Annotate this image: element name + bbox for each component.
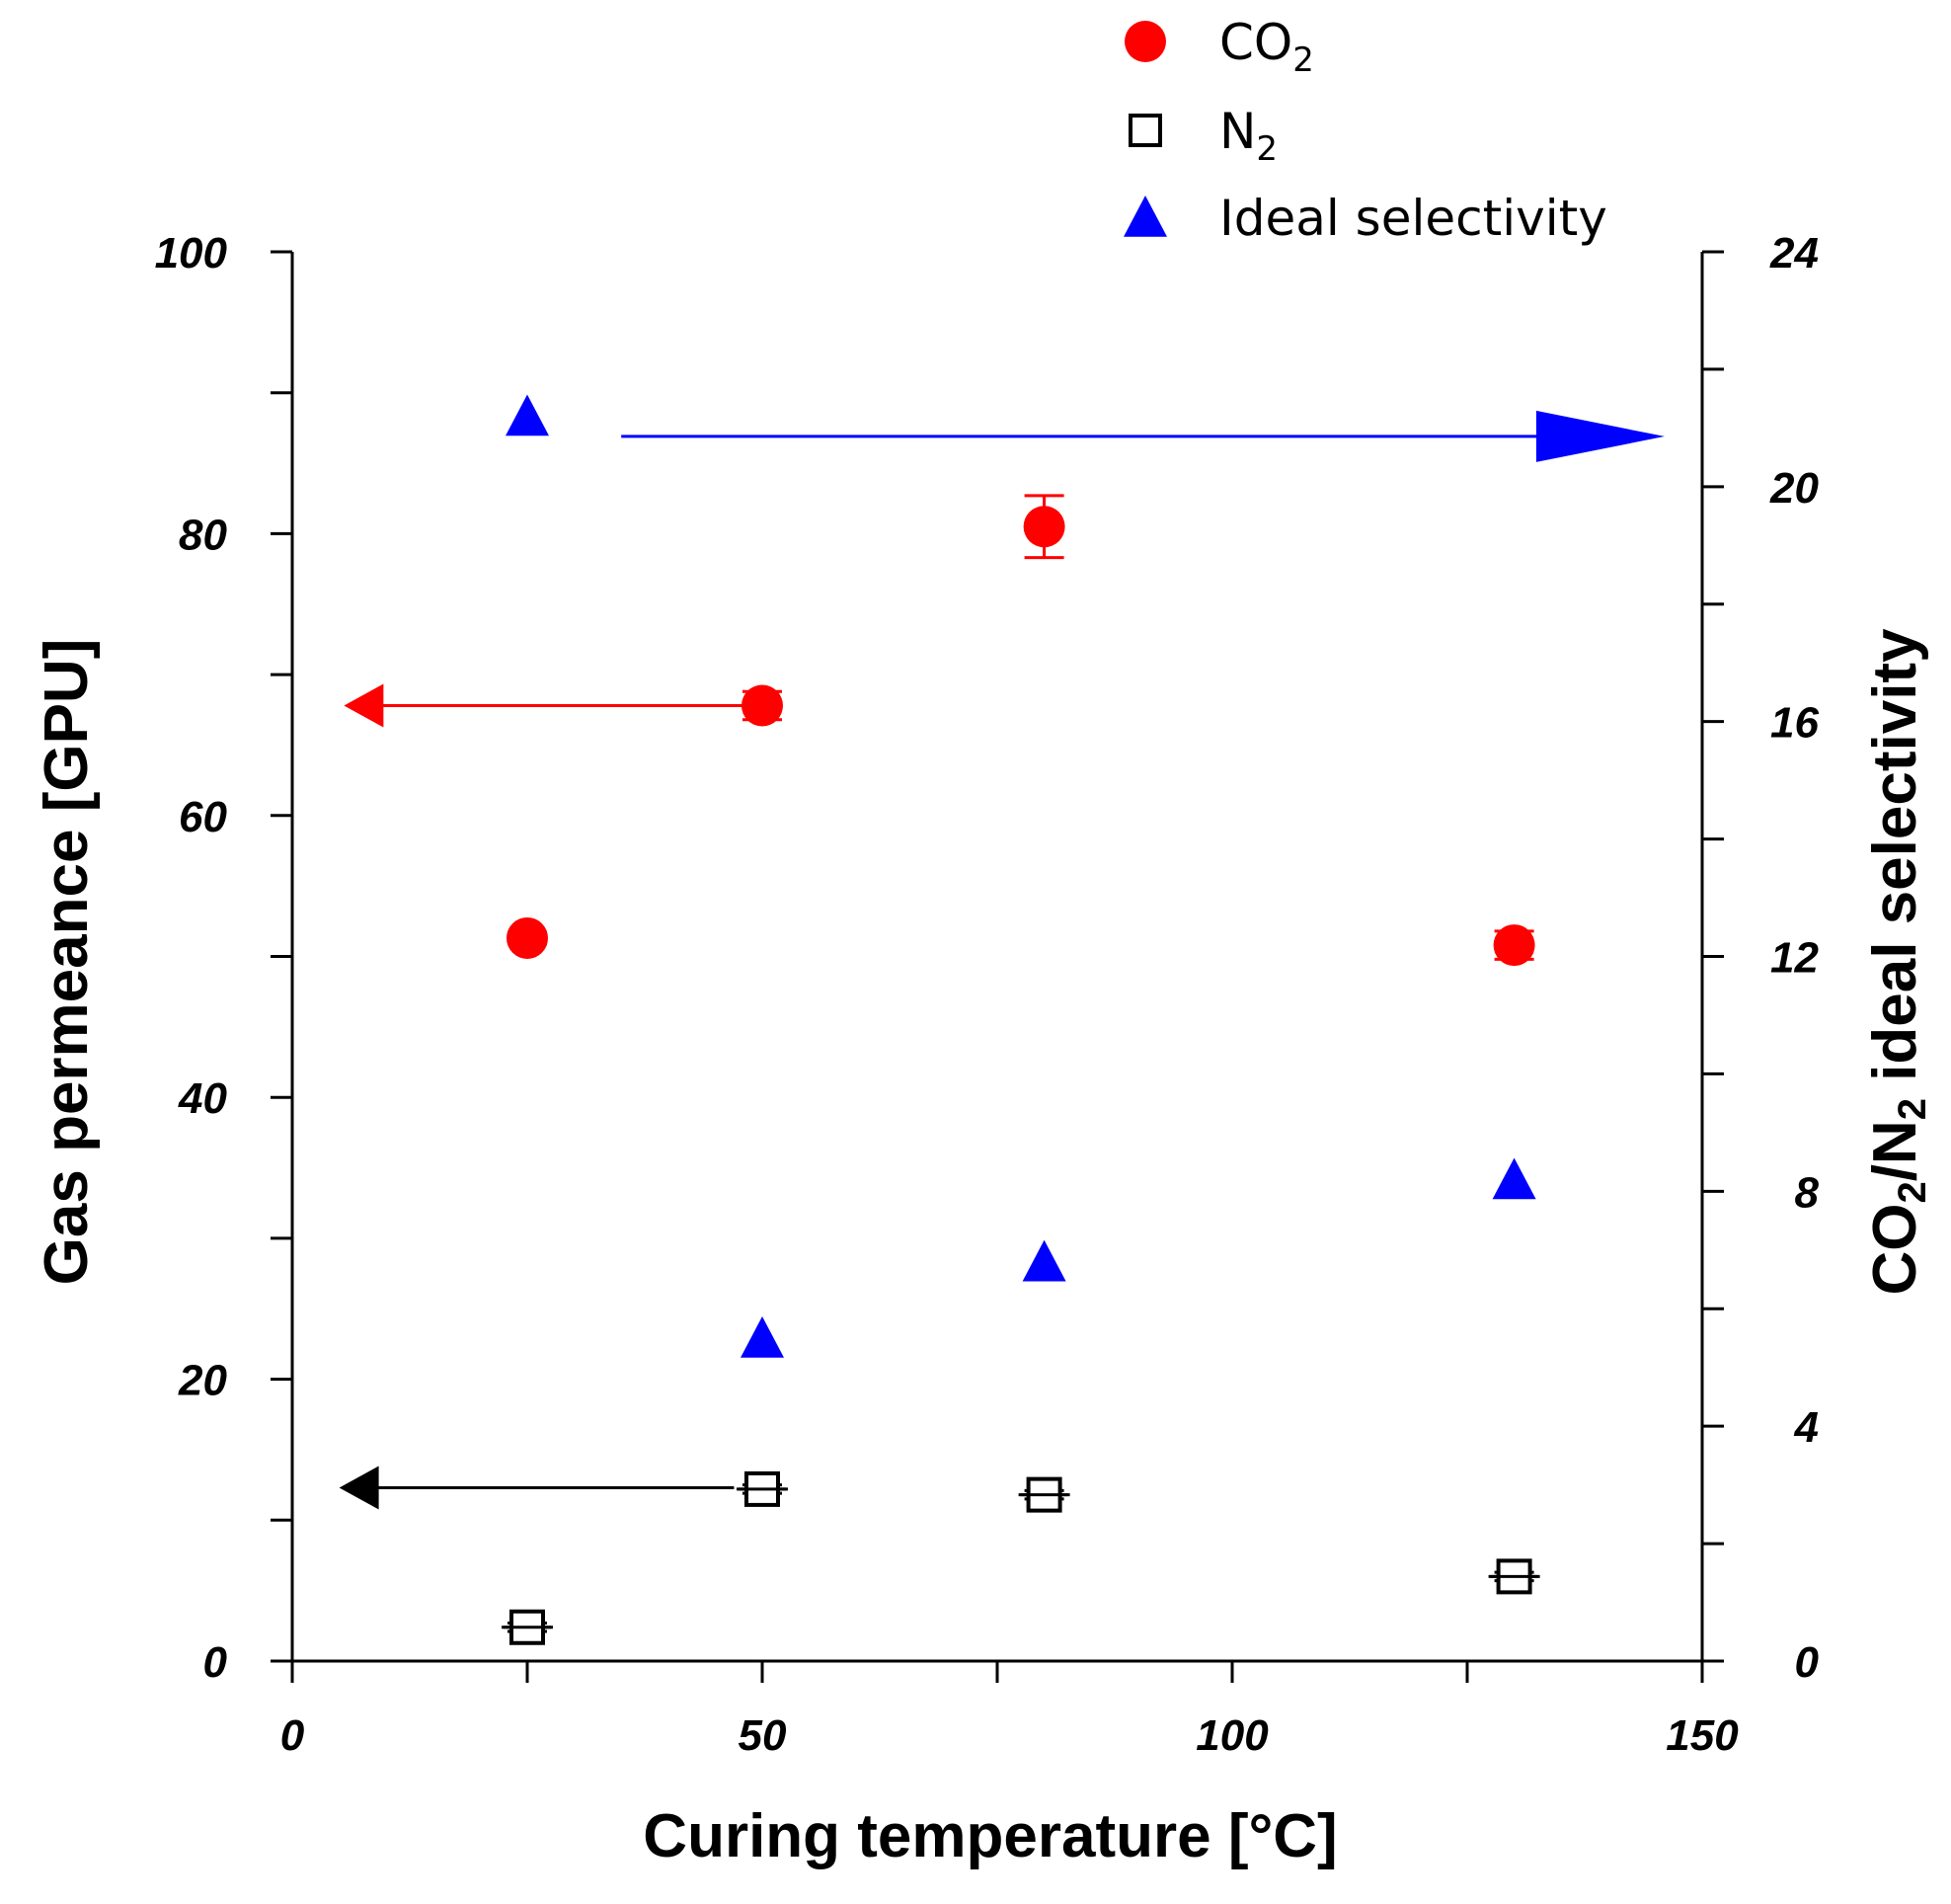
data-point-triangle: [1492, 1157, 1536, 1200]
legend: CO2 N2 Ideal selectivity: [1124, 14, 1607, 247]
data-point-circle: [741, 684, 783, 727]
data-marks: [502, 394, 1540, 1645]
y-left-tick-label: 80: [179, 511, 227, 559]
x-tick-label: 100: [1196, 1711, 1269, 1760]
y-right-tick-label: 4: [1794, 1403, 1819, 1452]
legend-marker-circle: [1125, 21, 1166, 62]
legend-marker-square: [1129, 114, 1162, 147]
y-right-tick-label: 24: [1769, 229, 1819, 278]
y-left-tick-label: 100: [155, 229, 228, 278]
y-axis-right-title: CO2/N2 ideal selectivity: [1861, 628, 1934, 1296]
y-right-tick-label: 12: [1770, 934, 1819, 983]
axes: 0 50 100 150 0 20 40 60 80 100 0 4 8 12 16 20 24: [155, 229, 1820, 1760]
y-left-tick-label: 40: [178, 1074, 227, 1123]
data-point-triangle: [741, 1315, 784, 1358]
data-point-triangle: [506, 394, 549, 436]
data-point-triangle: [1022, 1239, 1066, 1282]
data-point-circle: [507, 916, 548, 959]
x-tick-label: 0: [280, 1711, 305, 1760]
annotation-arrow-head: [339, 1466, 379, 1510]
y-right-tick-label: 0: [1795, 1638, 1820, 1687]
legend-label: Ideal selectivity: [1219, 190, 1607, 247]
data-point-circle: [1023, 506, 1065, 548]
y-left-tick-label: 60: [179, 793, 227, 841]
data-point-circle: [1493, 924, 1535, 967]
legend-label: CO2: [1219, 14, 1314, 80]
x-tick-label: 50: [739, 1711, 787, 1760]
annotation-arrow-head: [344, 683, 384, 728]
annotation-arrows: [339, 410, 1665, 1510]
annotation-arrow-head: [1535, 410, 1665, 462]
legend-label: N2: [1219, 103, 1278, 169]
y-left-tick-label: 0: [203, 1638, 228, 1687]
y-axis-left-title: Gas permeance [GPU]: [33, 639, 101, 1286]
y-left-tick-label: 20: [178, 1357, 227, 1405]
y-right-tick-label: 20: [1769, 464, 1819, 513]
x-tick-label: 150: [1666, 1711, 1739, 1760]
y-right-tick-label: 8: [1795, 1168, 1820, 1217]
y-right-tick-label: 16: [1770, 699, 1819, 748]
legend-marker-triangle: [1124, 196, 1167, 237]
x-axis-title: Curing temperature [°C]: [643, 1802, 1337, 1870]
